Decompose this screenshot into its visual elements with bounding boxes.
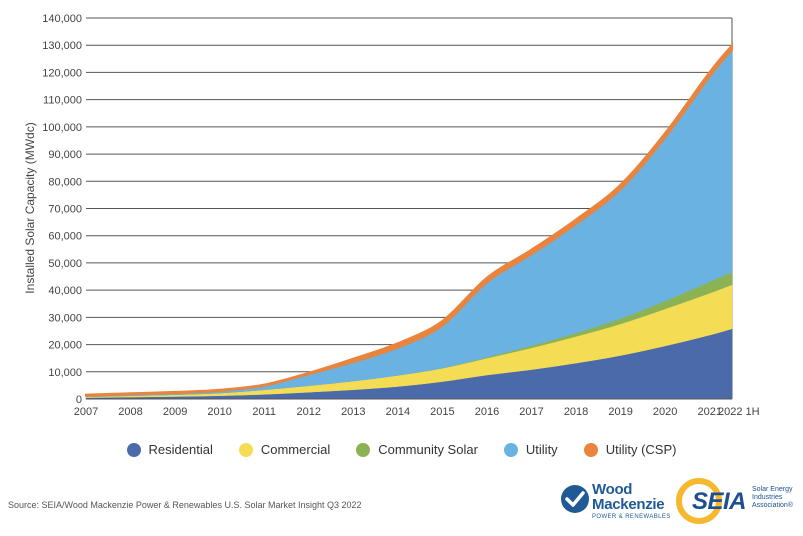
- seia-tagline: Solar Energy Industries Association®: [752, 486, 793, 509]
- legend-label: Residential: [148, 442, 213, 457]
- y-tick-label: 10,000: [48, 367, 82, 379]
- wood-mackenzie-check-icon: [561, 485, 589, 513]
- x-tick-label: 2016: [475, 406, 499, 418]
- x-tick-label: 2021: [697, 406, 721, 418]
- x-tick-label: 2008: [118, 406, 142, 418]
- x-tick-label: 2007: [74, 406, 98, 418]
- x-tick-label: 2011: [252, 406, 276, 418]
- seia-wordmark: SEIA: [692, 488, 747, 515]
- source-note: Source: SEIA/Wood Mackenzie Power & Rene…: [8, 500, 362, 510]
- y-tick-label: 140,000: [42, 13, 82, 25]
- legend-swatch: [583, 442, 598, 457]
- legend: Residential Commercial Community Solar Util…: [0, 442, 803, 457]
- y-tick-label: 50,000: [48, 258, 82, 270]
- wood-mackenzie-logo: Wood Mackenzie POWER & RENEWABLES: [560, 482, 672, 524]
- legend-label: Community Solar: [378, 442, 478, 457]
- y-tick-label: 130,000: [42, 40, 82, 52]
- gridlines: [86, 17, 733, 400]
- legend-label: Commercial: [260, 442, 331, 457]
- legend-label: Utility: [525, 442, 558, 457]
- legend-swatch: [126, 442, 141, 457]
- wood-mackenzie-subtitle: POWER & RENEWABLES: [592, 514, 671, 520]
- x-tick-label: 2010: [207, 406, 231, 418]
- legend-swatch: [238, 442, 253, 457]
- x-tick-label: 2022 1H: [718, 406, 760, 418]
- sun-icon: [676, 478, 722, 524]
- wood-mackenzie-name: Wood Mackenzie: [592, 481, 665, 513]
- legend-item: Commercial: [238, 442, 331, 457]
- x-tick-label: 2009: [163, 406, 187, 418]
- legend-swatch: [503, 442, 518, 457]
- axes: 0 10,000 20,000 30,000 40,000 50,000 60,000 70,…: [42, 13, 759, 418]
- y-tick-label: 60,000: [48, 231, 82, 243]
- y-axis-title: Installed Solar Capacity (MWdc): [23, 122, 37, 293]
- x-tick-label: 2020: [653, 406, 677, 418]
- y-tick-label: 0: [76, 394, 82, 406]
- legend-item: Community Solar: [356, 442, 478, 457]
- x-tick-label: 2018: [564, 406, 588, 418]
- x-tick-label: 2013: [341, 406, 365, 418]
- y-tick-label: 90,000: [48, 149, 82, 161]
- y-tick-label: 80,000: [48, 176, 82, 188]
- seia-logo: SEIA Solar Energy Industries Association…: [676, 478, 798, 526]
- stacked-areas: [85, 42, 733, 400]
- y-tick-label: 120,000: [42, 67, 82, 79]
- legend-item: Utility (CSP): [583, 442, 677, 457]
- y-tick-label: 100,000: [42, 122, 82, 134]
- area-utility-csp: [85, 42, 733, 397]
- legend-item: Residential: [126, 442, 213, 457]
- x-tick-label: 2015: [430, 406, 454, 418]
- y-tick-label: 20,000: [48, 340, 82, 352]
- x-tick-label: 2014: [386, 406, 410, 418]
- y-tick-label: 40,000: [48, 285, 82, 297]
- x-tick-label: 2019: [608, 406, 632, 418]
- y-tick-label: 70,000: [48, 204, 82, 216]
- x-tick-label: 2017: [519, 406, 543, 418]
- chart-area: 0 10,000 20,000 30,000 40,000 50,000 60,000 70,…: [23, 13, 760, 418]
- legend-swatch: [356, 442, 371, 457]
- x-tick-label: 2012: [297, 406, 321, 418]
- y-tick-label: 110,000: [43, 95, 82, 107]
- legend-label: Utility (CSP): [605, 442, 677, 457]
- legend-item: Utility: [503, 442, 558, 457]
- y-tick-label: 30,000: [48, 312, 82, 324]
